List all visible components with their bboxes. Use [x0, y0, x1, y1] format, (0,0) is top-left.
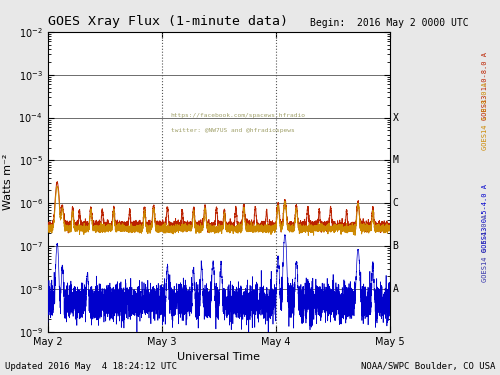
- Text: GOES Xray Flux (1-minute data): GOES Xray Flux (1-minute data): [48, 15, 288, 28]
- Text: M: M: [392, 156, 398, 165]
- Text: GOES14 0.5-4.0 A: GOES14 0.5-4.0 A: [482, 214, 488, 282]
- Text: B: B: [392, 241, 398, 251]
- Text: GOES13 1.0-8.0 A: GOES13 1.0-8.0 A: [482, 52, 488, 120]
- Text: twitter: @NW7US and @hfradiospews: twitter: @NW7US and @hfradiospews: [171, 128, 294, 133]
- Text: Updated 2016 May  4 18:24:12 UTC: Updated 2016 May 4 18:24:12 UTC: [5, 362, 177, 371]
- Text: GOES14 1.0-8.0 A: GOES14 1.0-8.0 A: [482, 82, 488, 150]
- Text: NOAA/SWPC Boulder, CO USA: NOAA/SWPC Boulder, CO USA: [360, 362, 495, 371]
- Text: https://facebook.com/spacews.hfradio: https://facebook.com/spacews.hfradio: [171, 113, 306, 118]
- Text: X: X: [392, 112, 398, 123]
- Text: C: C: [392, 198, 398, 208]
- Y-axis label: Watts m⁻²: Watts m⁻²: [3, 154, 13, 210]
- Text: A: A: [392, 284, 398, 294]
- X-axis label: Universal Time: Universal Time: [177, 352, 260, 362]
- Text: GOES13 0.5-4.0 A: GOES13 0.5-4.0 A: [482, 184, 488, 252]
- Text: Begin:  2016 May 2 0000 UTC: Begin: 2016 May 2 0000 UTC: [310, 18, 468, 28]
